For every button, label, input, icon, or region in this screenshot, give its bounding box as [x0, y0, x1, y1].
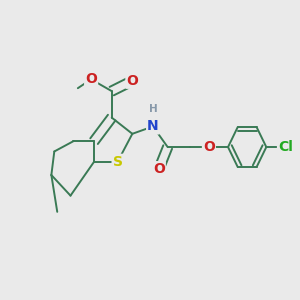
Text: Cl: Cl — [278, 140, 293, 154]
Text: O: O — [126, 74, 138, 88]
Text: O: O — [153, 162, 165, 176]
Text: O: O — [85, 72, 97, 86]
Text: O: O — [203, 140, 215, 154]
Text: H: H — [148, 104, 157, 114]
Text: N: N — [147, 119, 159, 134]
Text: S: S — [112, 155, 123, 169]
